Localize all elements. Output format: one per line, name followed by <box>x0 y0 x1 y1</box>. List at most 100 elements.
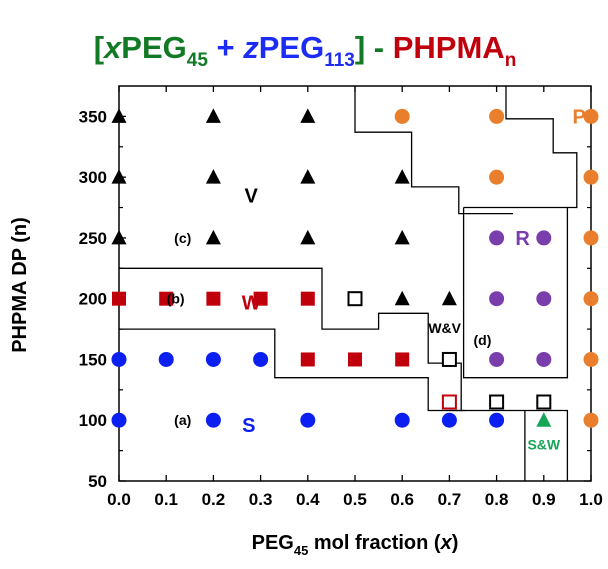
marker-p-circle <box>489 169 505 185</box>
marker-s-circle <box>205 351 221 367</box>
x-tick-label: 0.0 <box>107 490 131 509</box>
title-peg113-subscript: 113 <box>324 50 355 71</box>
marker-v-triangle <box>205 169 221 184</box>
annotation-label: (a) <box>174 412 191 428</box>
y-tick-label: 100 <box>79 411 107 430</box>
marker-v-triangle <box>111 108 127 123</box>
marker-p-circle <box>394 108 410 124</box>
title-open-bracket: [ <box>94 30 104 65</box>
marker-r-circle <box>489 351 505 367</box>
title-z-var: z <box>242 30 259 65</box>
marker-s-circle <box>300 412 316 428</box>
x-tick-label: 0.9 <box>532 490 556 509</box>
marker-s-circle <box>394 412 410 428</box>
marker-w-v-open-square <box>489 394 505 410</box>
marker-w-v-open-square <box>347 291 363 307</box>
marker-r-circle <box>536 291 552 307</box>
phase-boundary-line <box>461 409 569 481</box>
region-labels: P V R W S W&V S&W (a) (b) (c) (d) <box>167 106 586 452</box>
region-label-p: P <box>573 106 586 128</box>
marker-v-triangle <box>300 169 316 184</box>
y-tick-label: 250 <box>79 229 107 248</box>
x-axis-label-close: ) <box>452 532 459 554</box>
marker-w-square <box>300 291 315 306</box>
marker-v-triangle <box>111 229 127 245</box>
x-tick-label: 1.0 <box>579 490 603 509</box>
marker-r-circle <box>489 291 505 307</box>
title-phpma: PHPMA <box>393 30 505 65</box>
region-label-s-w: S&W <box>527 437 560 453</box>
y-tick-label: 50 <box>88 472 107 491</box>
x-tick-label: 0.7 <box>438 490 462 509</box>
x-tick-label: 0.3 <box>249 490 273 509</box>
region-label-s: S <box>242 415 255 437</box>
marker-p-circle <box>583 291 599 307</box>
phase-boundary-line <box>119 328 466 412</box>
marker-p-circle <box>583 108 599 124</box>
marker-v-triangle <box>205 108 221 123</box>
phase-boundary-line <box>354 86 514 215</box>
region-label-w: W <box>242 292 261 314</box>
marker-s-circle <box>441 412 457 428</box>
title-peg45-subscript: 45 <box>187 50 209 71</box>
x-axis-label-var: x <box>440 532 453 554</box>
marker-w-square <box>159 291 174 306</box>
x-axis-label-rest: mol fraction ( <box>308 532 441 554</box>
title-x-var: x <box>102 30 123 65</box>
marker-v-triangle <box>394 169 410 184</box>
marker-r-circle <box>489 230 505 246</box>
marker-v-triangle <box>394 229 410 245</box>
marker-p-circle <box>583 351 599 367</box>
title-close-bracket: ] - <box>355 30 393 65</box>
region-label-v: V <box>244 185 258 207</box>
title-peg113: PEG <box>259 30 324 65</box>
region-label-r: R <box>515 228 530 250</box>
marker-v-triangle <box>205 229 221 245</box>
y-axis-label: PHPMA DP (n) <box>9 217 31 353</box>
marker-s-circle <box>111 351 127 367</box>
marker-v-triangle <box>394 290 410 306</box>
x-tick-label: 0.5 <box>343 490 367 509</box>
marker-w-square <box>112 291 126 306</box>
x-axis-label-main: PEG <box>252 532 294 554</box>
marker-r-circle <box>536 351 552 367</box>
marker-w-open-open-square <box>441 394 457 410</box>
marker-s-circle <box>489 412 505 428</box>
x-tick-label: 0.8 <box>485 490 509 509</box>
title-plus: + <box>208 30 243 65</box>
x-tick-label: 0.6 <box>390 490 414 509</box>
marker-s-circle <box>205 412 221 428</box>
phase-boundaries <box>119 86 578 481</box>
annotation-label: (b) <box>167 291 185 307</box>
marker-w-square <box>395 352 410 367</box>
marker-w-square <box>348 352 362 367</box>
marker-w-square <box>253 291 268 306</box>
x-axis-ticks: 0.0 0.1 0.2 0.3 0.4 0.5 0.6 0.7 0.8 0.9 1.0 <box>107 86 603 509</box>
marker-v-triangle <box>441 290 457 306</box>
region-label-w-v: W&V <box>428 320 461 336</box>
marker-s-circle <box>158 351 174 367</box>
marker-r-circle <box>536 230 552 246</box>
phase-boundary-line <box>505 86 578 209</box>
marker-v-triangle <box>300 229 316 245</box>
x-tick-label: 0.1 <box>154 490 178 509</box>
marker-v-triangle <box>300 108 316 123</box>
marker-s-circle <box>111 412 127 428</box>
title-peg45: PEG <box>121 30 186 65</box>
chart-title: [xPEG45 + zPEG113] - PHPMAn <box>94 30 517 71</box>
marker-w-v-open-square <box>441 351 457 367</box>
marker-w-v-open-square <box>536 394 552 410</box>
x-axis-label: PEG45 mol fraction (x) <box>252 532 459 558</box>
marker-s-w-triangle <box>536 412 552 427</box>
annotation-label: (c) <box>174 230 191 246</box>
x-tick-label: 0.4 <box>296 490 320 509</box>
y-tick-label: 150 <box>79 350 107 369</box>
marker-w-square <box>300 352 315 367</box>
y-tick-label: 350 <box>79 107 107 126</box>
marker-s-circle <box>253 351 269 367</box>
phase-boundary-line <box>462 206 569 379</box>
marker-w-square <box>206 291 221 306</box>
x-axis-label-subscript: 45 <box>294 543 308 558</box>
phase-boundary-line <box>119 267 462 412</box>
